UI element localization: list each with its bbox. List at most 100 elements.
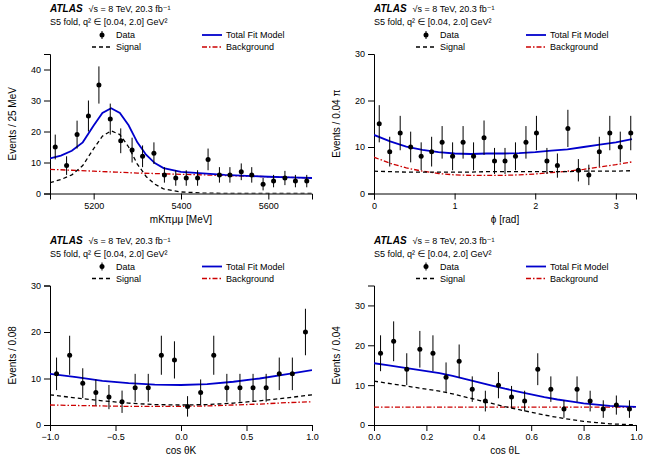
data-point bbox=[227, 172, 232, 177]
legend-label: Signal bbox=[440, 42, 465, 52]
x-tick: −0.5 bbox=[107, 425, 125, 442]
y-axis-line bbox=[368, 55, 375, 195]
data-point bbox=[67, 353, 72, 358]
plot-area bbox=[374, 321, 636, 424]
annotation: S5 fold, q² ∈ [0.04, 2.0] GeV² bbox=[374, 17, 491, 27]
data-point bbox=[544, 158, 549, 163]
x-tick-mark bbox=[535, 194, 536, 200]
data-point bbox=[430, 351, 435, 356]
x-tick-mark bbox=[584, 425, 585, 431]
data-point bbox=[162, 172, 167, 177]
x-tick: 5600 bbox=[259, 194, 279, 211]
y-tick-label: 10 bbox=[355, 381, 365, 391]
legend-item: Total Fit Model bbox=[202, 262, 285, 272]
data-point bbox=[483, 399, 488, 404]
legend-item: Total Fit Model bbox=[202, 30, 285, 40]
x-axis-title: ϕ [rad] bbox=[491, 214, 520, 225]
data-point bbox=[86, 114, 91, 119]
series-line bbox=[50, 131, 312, 194]
legend-symbol bbox=[92, 46, 112, 47]
data-point bbox=[151, 151, 156, 156]
y-tick: 40 bbox=[31, 65, 50, 75]
data-point bbox=[444, 375, 449, 380]
y-tick-mark bbox=[44, 286, 50, 287]
data-point bbox=[282, 176, 287, 181]
y-tick: 20 bbox=[355, 341, 374, 351]
y-tick-label: 0 bbox=[36, 189, 41, 199]
annotation: ATLAS bbox=[373, 3, 407, 14]
panel: 520054005600010203040mKπμμ [MeV]Events /… bbox=[7, 55, 313, 225]
x-tick-label: 0.0 bbox=[175, 432, 188, 442]
data-point bbox=[217, 172, 222, 177]
legend-label: Signal bbox=[116, 42, 141, 52]
legend-label: Signal bbox=[440, 274, 465, 284]
legend-symbol bbox=[202, 46, 222, 47]
data-point bbox=[398, 131, 403, 136]
data-point bbox=[75, 132, 80, 137]
data-point bbox=[450, 154, 455, 159]
x-tick: 0.0 bbox=[368, 425, 381, 442]
y-axis-line bbox=[368, 286, 375, 426]
x-axis-line bbox=[375, 426, 637, 432]
data-point bbox=[271, 179, 276, 184]
x-axis: 0123 bbox=[372, 194, 637, 211]
y-tick: 10 bbox=[31, 374, 50, 384]
y-tick-mark bbox=[44, 70, 50, 71]
legend-label: Background bbox=[550, 274, 598, 284]
legend-item: Data bbox=[100, 30, 136, 40]
panel: 01230102030ϕ [rad]Events / 0.04 π bbox=[331, 49, 637, 224]
data-point bbox=[534, 131, 539, 136]
series-line bbox=[50, 395, 312, 405]
x-tick-label: −1.0 bbox=[42, 432, 60, 442]
x-tick-label: 0 bbox=[372, 201, 377, 211]
x-tick-mark bbox=[312, 425, 313, 431]
x-tick-label: 2 bbox=[533, 201, 538, 211]
data-points bbox=[377, 105, 634, 185]
legend-label: Total Fit Model bbox=[226, 30, 285, 40]
data-point bbox=[133, 385, 138, 390]
x-tick: 5200 bbox=[84, 194, 104, 211]
data-point bbox=[565, 126, 570, 131]
y-tick-label: 10 bbox=[31, 374, 41, 384]
x-axis-line bbox=[51, 194, 313, 200]
x-axis-title: cos θL bbox=[490, 445, 520, 456]
legend-symbol bbox=[526, 34, 546, 36]
annotation: ATLAS bbox=[373, 235, 407, 246]
data-point bbox=[93, 390, 98, 395]
y-tick: 30 bbox=[31, 96, 50, 106]
legend-item: Total Fit Model bbox=[526, 30, 609, 40]
data-point bbox=[548, 387, 553, 392]
annotation: √s = 8 TeV, 20.3 fb⁻¹ bbox=[413, 4, 495, 14]
data-point bbox=[614, 403, 619, 408]
y-tick-mark bbox=[44, 425, 50, 426]
series-line bbox=[50, 108, 312, 178]
x-tick: 0.8 bbox=[578, 425, 591, 442]
data-point bbox=[64, 163, 69, 168]
y-tick: 0 bbox=[36, 420, 50, 430]
y-axis: 0102030 bbox=[355, 286, 375, 430]
legend-label: Total Fit Model bbox=[226, 262, 285, 272]
x-tick: 3 bbox=[614, 194, 619, 211]
data-point bbox=[586, 172, 591, 177]
y-tick-label: 30 bbox=[355, 301, 365, 311]
legend-symbol bbox=[202, 34, 222, 36]
data-point bbox=[251, 385, 256, 390]
data-point bbox=[576, 168, 581, 173]
data-point bbox=[224, 385, 229, 390]
x-tick-mark bbox=[455, 194, 456, 200]
y-tick: 10 bbox=[355, 381, 374, 391]
x-tick-label: 5600 bbox=[259, 201, 279, 211]
legend-item: Signal bbox=[416, 274, 465, 284]
x-tick-mark bbox=[181, 194, 182, 200]
legend-item: Signal bbox=[92, 274, 141, 284]
y-axis-title: Events / 25 MeV bbox=[7, 87, 18, 161]
y-tick: 20 bbox=[31, 127, 50, 137]
data-point bbox=[555, 163, 560, 168]
x-tick: 0.6 bbox=[525, 425, 538, 442]
legend-symbol bbox=[202, 278, 222, 279]
data-point bbox=[496, 383, 501, 388]
data-point bbox=[503, 158, 508, 163]
data-point bbox=[378, 351, 383, 356]
data-point bbox=[198, 390, 203, 395]
annotation: √s = 8 TeV, 20.3 fb⁻¹ bbox=[413, 236, 495, 246]
